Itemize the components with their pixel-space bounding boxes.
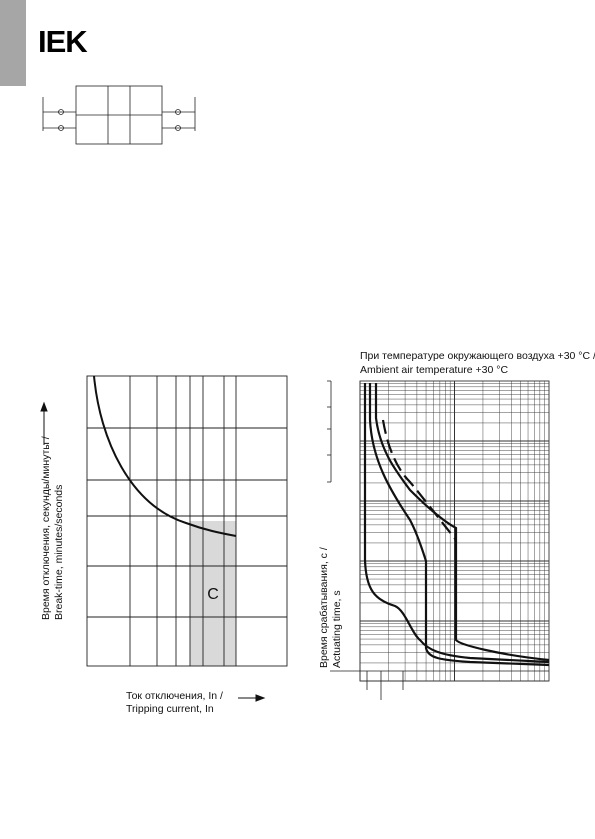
curve-mid	[368, 383, 550, 667]
zone-c-label: C	[207, 586, 219, 603]
right-title-en: Ambient air temperature +30 °C	[360, 364, 509, 376]
left-x-label-ru: Ток отключения, In /	[126, 690, 223, 702]
curve-lower-bound	[363, 383, 550, 664]
left-grid	[86, 375, 288, 667]
zone-c-area	[190, 521, 236, 666]
curve-upper-bound	[374, 383, 550, 662]
right-title-ru: При температуре окружающего воздуха +30 …	[360, 350, 595, 362]
iek-logo: IEK	[38, 24, 88, 59]
curve-dashed	[381, 419, 457, 541]
side-tab-marker	[0, 0, 26, 86]
left-x-label-en: Tripping current, In	[126, 703, 214, 715]
trip-curve-line	[93, 375, 237, 537]
